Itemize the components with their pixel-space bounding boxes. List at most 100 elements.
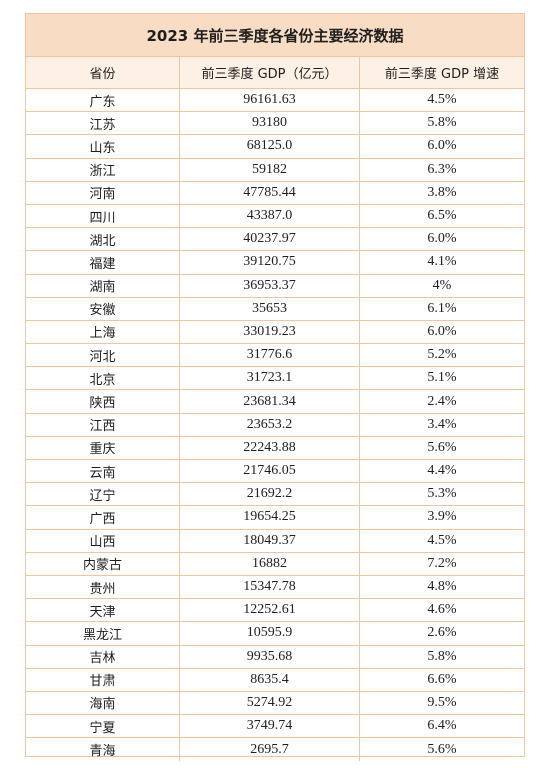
cell-province: 上海 bbox=[26, 320, 180, 344]
cell-growth: 3.9% bbox=[427, 509, 457, 525]
table-row: 湖北 40237.97 6.0% bbox=[26, 228, 524, 252]
cell-gdp: 21746.05 bbox=[180, 460, 360, 483]
cell-province: 广西 bbox=[26, 506, 180, 529]
table-row: 江苏 93180 5.8% bbox=[26, 112, 524, 136]
cell-province: 湖南 bbox=[26, 274, 180, 297]
cell-growth: 5.2% bbox=[427, 347, 457, 363]
table-row: 黑龙江 10595.9 2.6% bbox=[26, 622, 524, 646]
table-row: 江西 23653.2 3.4% bbox=[26, 413, 524, 437]
cell-province: 内蒙古 bbox=[26, 552, 180, 575]
table-row: 云南 21746.05 4.4% bbox=[26, 460, 524, 484]
table-row: 北京 31723.1 5.1% bbox=[26, 367, 524, 391]
cell-gdp: 22243.88 bbox=[180, 436, 360, 459]
cell-province: 天津 bbox=[26, 599, 180, 622]
cell-province: 湖北 bbox=[26, 228, 180, 251]
cell-growth: 5.1% bbox=[427, 370, 457, 386]
cell-growth: 5.6% bbox=[427, 741, 457, 757]
cell-growth: 5.6% bbox=[427, 439, 457, 455]
cell-province: 贵州 bbox=[26, 575, 180, 599]
cell-growth: 4.6% bbox=[427, 602, 457, 618]
cell-province: 浙江 bbox=[26, 158, 180, 181]
cell-province: 吉林 bbox=[26, 645, 180, 668]
cell-growth: 4% bbox=[432, 277, 452, 293]
cell-gdp: 93180 bbox=[180, 112, 360, 135]
cell-gdp: 59182 bbox=[180, 158, 360, 181]
cell-province: 安徽 bbox=[26, 297, 180, 320]
table-row: 福建 39120.75 4.1% bbox=[26, 251, 524, 275]
header-province: 省份 bbox=[26, 57, 180, 88]
cell-province: 重庆 bbox=[26, 436, 180, 459]
cell-growth: 3.4% bbox=[427, 416, 457, 432]
cell-province: 四川 bbox=[26, 204, 180, 228]
cell-growth: 4.1% bbox=[427, 254, 457, 270]
header-gdp: 前三季度 GDP（亿元） bbox=[180, 57, 360, 88]
cell-gdp: 40237.97 bbox=[180, 228, 360, 251]
table-row: 湖南 36953.37 4% bbox=[26, 274, 524, 298]
table-row: 青海 2695.7 5.6% bbox=[26, 738, 524, 762]
table-body: 广东 96161.63 4.5% 江苏 93180 5.8% 山东 68125.0 6.0% 浙江… bbox=[26, 89, 524, 762]
table-row: 宁夏 3749.74 6.4% bbox=[26, 715, 524, 739]
cell-province: 海南 bbox=[26, 691, 180, 715]
cell-gdp: 10595.9 bbox=[180, 622, 360, 645]
table-header: 省份 前三季度 GDP（亿元） 前三季度 GDP 增速 bbox=[26, 57, 524, 89]
cell-province: 山东 bbox=[26, 135, 180, 158]
cell-growth: 6.3% bbox=[427, 161, 457, 177]
cell-province: 河南 bbox=[26, 181, 180, 204]
table-row: 辽宁 21692.2 5.3% bbox=[26, 483, 524, 507]
cell-growth: 6.6% bbox=[427, 671, 457, 687]
cell-province: 甘肃 bbox=[26, 668, 180, 691]
cell-gdp: 39120.75 bbox=[180, 251, 360, 274]
table-row: 河北 31776.6 5.2% bbox=[26, 344, 524, 368]
cell-gdp: 19654.25 bbox=[180, 506, 360, 529]
cell-province: 宁夏 bbox=[26, 715, 180, 738]
cell-gdp: 9935.68 bbox=[180, 645, 360, 668]
cell-province: 江西 bbox=[26, 413, 180, 436]
cell-growth: 6.0% bbox=[427, 231, 457, 247]
cell-gdp: 15347.78 bbox=[180, 575, 360, 599]
cell-gdp: 2695.7 bbox=[180, 738, 360, 762]
table-row: 四川 43387.0 6.5% bbox=[26, 204, 524, 229]
cell-province: 河北 bbox=[26, 344, 180, 367]
cell-growth: 5.8% bbox=[427, 648, 457, 664]
cell-gdp: 18049.37 bbox=[180, 529, 360, 552]
table-row: 浙江 59182 6.3% bbox=[26, 158, 524, 182]
table-row: 广西 19654.25 3.9% bbox=[26, 506, 524, 530]
table-row: 海南 5274.92 9.5% bbox=[26, 691, 524, 716]
cell-growth: 4.8% bbox=[427, 579, 457, 595]
cell-growth: 7.2% bbox=[427, 555, 457, 571]
cell-gdp: 5274.92 bbox=[180, 691, 360, 715]
cell-growth: 9.5% bbox=[427, 694, 457, 710]
cell-gdp: 12252.61 bbox=[180, 599, 360, 622]
cell-province: 辽宁 bbox=[26, 483, 180, 506]
cell-growth: 6.4% bbox=[427, 718, 457, 734]
cell-province: 黑龙江 bbox=[26, 622, 180, 645]
cell-growth: 5.8% bbox=[427, 115, 457, 131]
cell-growth: 2.4% bbox=[427, 393, 457, 409]
cell-province: 北京 bbox=[26, 367, 180, 390]
cell-gdp: 43387.0 bbox=[180, 204, 360, 228]
cell-growth: 2.6% bbox=[427, 625, 457, 641]
table-row: 天津 12252.61 4.6% bbox=[26, 599, 524, 623]
cell-gdp: 23681.34 bbox=[180, 390, 360, 413]
table-row: 陕西 23681.34 2.4% bbox=[26, 390, 524, 414]
cell-province: 山西 bbox=[26, 529, 180, 552]
table-row: 内蒙古 16882 7.2% bbox=[26, 552, 524, 576]
cell-gdp: 36953.37 bbox=[180, 274, 360, 297]
table-row: 甘肃 8635.4 6.6% bbox=[26, 668, 524, 692]
cell-province: 云南 bbox=[26, 460, 180, 483]
cell-province: 青海 bbox=[26, 738, 180, 762]
cell-gdp: 96161.63 bbox=[180, 89, 360, 112]
cell-province: 广东 bbox=[26, 89, 180, 112]
table-row: 吉林 9935.68 5.8% bbox=[26, 645, 524, 669]
table-title: 2023 年前三季度各省份主要经济数据 bbox=[26, 14, 524, 57]
cell-gdp: 8635.4 bbox=[180, 668, 360, 691]
cell-gdp: 35653 bbox=[180, 297, 360, 320]
cell-growth: 3.8% bbox=[427, 184, 457, 200]
cell-growth: 6.0% bbox=[427, 323, 457, 339]
cell-growth: 4.5% bbox=[427, 92, 457, 108]
table-row: 安徽 35653 6.1% bbox=[26, 297, 524, 321]
cell-gdp: 68125.0 bbox=[180, 135, 360, 158]
table-row: 河南 47785.44 3.8% bbox=[26, 181, 524, 205]
cell-growth: 5.3% bbox=[427, 486, 457, 502]
cell-province: 陕西 bbox=[26, 390, 180, 413]
